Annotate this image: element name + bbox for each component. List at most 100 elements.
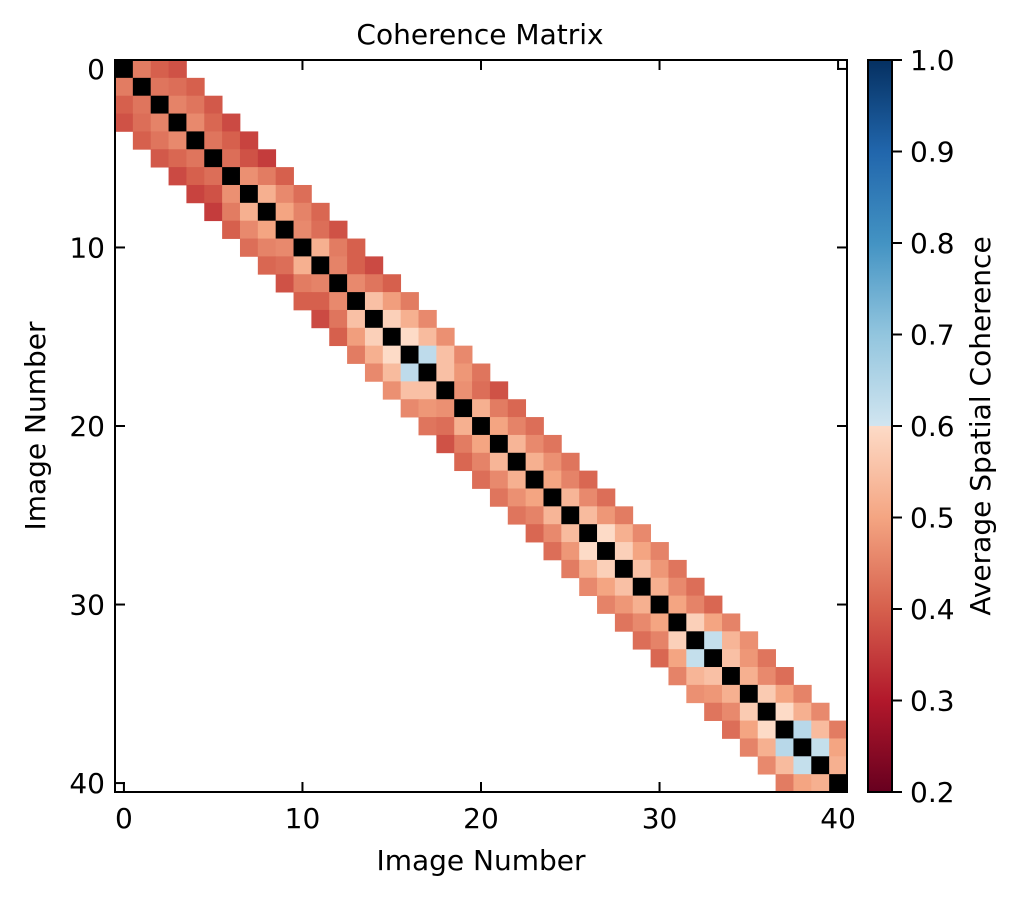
heatmap-cell xyxy=(579,488,598,507)
y-tick-label: 30 xyxy=(69,589,105,622)
heatmap-cell xyxy=(400,309,419,329)
heatmap-cell xyxy=(168,149,187,168)
heatmap-cell xyxy=(829,756,848,775)
heatmap-cell xyxy=(347,238,366,257)
heatmap-cell xyxy=(115,113,134,132)
heatmap-cell xyxy=(722,702,741,721)
colorbar-tick-label: 0.3 xyxy=(910,685,955,718)
heatmap-cell xyxy=(525,434,544,454)
heatmap-cell xyxy=(436,381,455,400)
heatmap-cell xyxy=(329,274,348,293)
heatmap-cell xyxy=(329,256,348,275)
heatmap-cell xyxy=(704,613,723,632)
heatmap-cell xyxy=(418,381,437,400)
heatmap-cell xyxy=(418,363,437,382)
heatmap-cell xyxy=(132,60,152,79)
heatmap-cell xyxy=(115,77,134,97)
heatmap-cell xyxy=(757,738,776,757)
heatmap-cell xyxy=(525,470,544,489)
heatmap-cell xyxy=(775,702,794,721)
heatmap-cell xyxy=(597,559,616,579)
heatmap-cell xyxy=(275,220,294,239)
heatmap-cell xyxy=(579,470,598,489)
heatmap-cell xyxy=(204,184,223,204)
heatmap-cell xyxy=(597,488,616,507)
heatmap-cell xyxy=(347,274,366,293)
heatmap-cell xyxy=(472,399,491,418)
colorbar-label: Average Spatial Coherence xyxy=(964,236,997,615)
y-tick-label: 40 xyxy=(69,767,105,800)
heatmap-cell xyxy=(382,363,402,382)
heatmap-cell xyxy=(150,113,169,132)
heatmap-cells xyxy=(115,60,848,793)
heatmap-cell xyxy=(364,327,384,347)
heatmap-cell xyxy=(222,202,241,222)
heatmap-cell xyxy=(650,542,669,561)
heatmap-cell xyxy=(364,309,384,329)
heatmap-cell xyxy=(293,184,312,204)
heatmap-cell xyxy=(489,381,509,400)
heatmap-cell xyxy=(793,738,812,757)
heatmap-cell xyxy=(168,95,187,114)
heatmap-cell xyxy=(418,399,437,418)
heatmap-cell xyxy=(293,274,312,293)
heatmap-cell xyxy=(329,327,348,347)
colorbar-tick-label: 0.2 xyxy=(910,776,955,809)
heatmap-cell xyxy=(793,720,812,739)
heatmap-cell xyxy=(704,702,723,721)
x-tick-label: 0 xyxy=(115,802,133,835)
heatmap-cell xyxy=(489,434,509,454)
heatmap-cell xyxy=(454,434,473,454)
heatmap-cell xyxy=(275,202,294,222)
heatmap-cell xyxy=(489,470,509,489)
heatmap-cell xyxy=(150,149,169,168)
heatmap-cell xyxy=(311,274,330,293)
heatmap-cell xyxy=(614,595,634,614)
heatmap-cell xyxy=(543,470,562,489)
heatmap-cell xyxy=(793,684,812,704)
heatmap-cell xyxy=(222,220,241,239)
heatmap-cell xyxy=(382,327,402,347)
heatmap-cell xyxy=(168,113,187,132)
colorbar-tick-label: 0.8 xyxy=(910,227,955,260)
heatmap-cell xyxy=(614,577,634,597)
y-axis-label: Image Number xyxy=(19,321,52,531)
heatmap-cell xyxy=(329,238,348,257)
heatmap-cell xyxy=(829,738,848,757)
heatmap-cell xyxy=(489,488,509,507)
heatmap-cell xyxy=(561,452,580,472)
heatmap-cell xyxy=(418,309,437,329)
heatmap-cell xyxy=(668,595,687,614)
heatmap-cell xyxy=(632,524,652,543)
colorbar-tick-label: 0.5 xyxy=(910,502,955,535)
x-axis-label: Image Number xyxy=(376,844,586,877)
heatmap-cell xyxy=(507,488,527,507)
heatmap-cell xyxy=(222,149,241,168)
heatmap-cell xyxy=(811,738,830,757)
heatmap-cell xyxy=(722,684,741,704)
heatmap-cell xyxy=(543,452,562,472)
heatmap-cell xyxy=(329,220,348,239)
heatmap-cell xyxy=(722,613,741,632)
heatmap-cell xyxy=(597,524,616,543)
heatmap-cell xyxy=(454,417,473,436)
heatmap-cell xyxy=(293,256,312,275)
heatmap-cell xyxy=(186,131,205,150)
heatmap-cell xyxy=(722,720,741,739)
heatmap-cell xyxy=(454,345,473,364)
heatmap-cell xyxy=(347,256,366,275)
heatmap-cell xyxy=(614,542,634,561)
heatmap-cell xyxy=(757,702,776,721)
heatmap-cell xyxy=(150,60,169,79)
heatmap-cell xyxy=(382,274,402,293)
heatmap-cell xyxy=(775,720,794,739)
heatmap-cell xyxy=(704,595,723,614)
heatmap-cell xyxy=(614,559,634,579)
heatmap-cell xyxy=(561,488,580,507)
heatmap-cell xyxy=(829,720,848,739)
heatmap-cell xyxy=(650,577,669,597)
heatmap-cell xyxy=(454,381,473,400)
x-axis-ticks: 0 10 20 30 40 xyxy=(115,60,856,835)
heatmap-cell xyxy=(650,559,669,579)
